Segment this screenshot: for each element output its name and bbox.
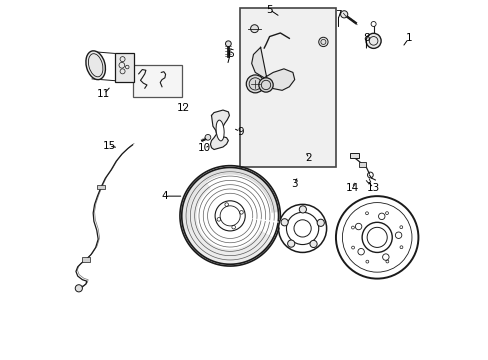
Circle shape <box>225 41 231 46</box>
Text: 10: 10 <box>197 143 210 153</box>
Circle shape <box>75 285 82 292</box>
Ellipse shape <box>216 120 224 141</box>
Bar <box>97 185 104 189</box>
Ellipse shape <box>86 51 105 80</box>
Text: 14: 14 <box>345 183 358 193</box>
Circle shape <box>246 75 264 93</box>
Polygon shape <box>180 176 274 265</box>
Circle shape <box>340 11 347 18</box>
Bar <box>133 65 182 97</box>
Text: 9: 9 <box>236 127 243 136</box>
Circle shape <box>366 33 380 48</box>
Text: 7: 7 <box>334 10 341 20</box>
Text: 12: 12 <box>177 103 190 113</box>
Text: 6: 6 <box>226 49 233 59</box>
Text: 4: 4 <box>161 191 168 201</box>
Bar <box>359 162 365 167</box>
Text: 15: 15 <box>102 141 115 151</box>
Bar <box>115 53 134 82</box>
Circle shape <box>287 240 294 247</box>
Text: 5: 5 <box>266 5 272 15</box>
Text: 13: 13 <box>366 183 380 193</box>
Circle shape <box>317 219 324 226</box>
Polygon shape <box>210 110 229 149</box>
Circle shape <box>299 206 306 213</box>
Bar <box>349 153 359 158</box>
Circle shape <box>309 240 317 248</box>
Text: 8: 8 <box>363 33 369 43</box>
Circle shape <box>204 134 210 140</box>
Polygon shape <box>251 47 294 90</box>
Circle shape <box>258 78 273 92</box>
Circle shape <box>318 37 327 46</box>
Circle shape <box>281 219 287 226</box>
Text: 3: 3 <box>290 179 297 189</box>
Circle shape <box>250 25 258 33</box>
Text: 11: 11 <box>97 89 110 99</box>
Bar <box>240 8 335 167</box>
Bar <box>82 257 89 262</box>
Text: 2: 2 <box>305 153 312 163</box>
Text: 1: 1 <box>405 33 411 43</box>
